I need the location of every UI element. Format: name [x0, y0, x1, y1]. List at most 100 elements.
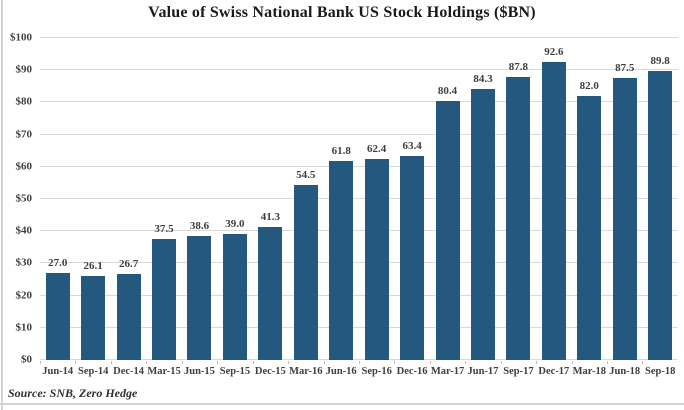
x-tick-mark [217, 361, 219, 364]
value-label: 27.0 [48, 257, 68, 270]
bar-slot: 82.0 [572, 38, 607, 360]
gridline [40, 165, 678, 167]
gridline [40, 294, 678, 296]
bar [470, 88, 495, 360]
x-tick-mark [500, 361, 502, 364]
bar [400, 155, 425, 360]
value-label: 26.1 [83, 259, 103, 272]
x-tick-mark [110, 361, 112, 364]
bar-slot: 27.0 [40, 38, 75, 360]
gridline [40, 133, 678, 135]
bar [506, 77, 531, 360]
value-label: 54.5 [296, 168, 316, 181]
x-tick-label: Mar-15 [146, 361, 181, 383]
bar-slot: 41.3 [253, 38, 288, 360]
bar-slot: 87.8 [501, 38, 536, 360]
bar-slot: 92.6 [536, 38, 571, 360]
bar [152, 239, 177, 360]
x-tick-mark [607, 361, 608, 364]
x-tick-mark [75, 361, 77, 364]
bar-slot: 37.5 [146, 38, 181, 360]
bar [293, 184, 318, 360]
y-tick-label: $40 [15, 224, 33, 237]
x-tick-mark [40, 361, 41, 364]
y-tick-label: $20 [15, 289, 33, 302]
gridline [40, 230, 678, 232]
source-note: Source: SNB, Zero Hedge [8, 386, 138, 400]
x-tick-mark [146, 361, 148, 364]
x-tick-label: Sep-14 [75, 361, 110, 383]
bar [364, 159, 389, 360]
bar [648, 70, 673, 360]
value-label: 92.6 [544, 45, 564, 58]
bar [222, 234, 247, 360]
x-tick-mark [394, 361, 396, 364]
x-tick-label: Sep-16 [358, 361, 394, 383]
bar-slot: 63.4 [394, 38, 429, 360]
value-label: 87.8 [508, 61, 529, 74]
x-tick-label: Dec-15 [252, 361, 288, 383]
value-label: 89.8 [650, 54, 670, 67]
y-tick-label: $80 [15, 95, 33, 108]
value-label: 38.6 [189, 219, 210, 232]
x-tick-label: Jun-14 [40, 361, 75, 383]
y-tick-label: $0 [21, 353, 32, 366]
value-label: 41.3 [260, 211, 280, 224]
x-axis-labels: Jun-14 Sep-14 Dec-14 Mar-15 Jun-15 Sep-15 Dec-… [40, 361, 678, 383]
x-tick-mark [288, 361, 290, 364]
value-label: 87.5 [615, 62, 635, 75]
x-tick-label: Jun-17 [465, 361, 500, 383]
x-tick-label: Mar-17 [429, 361, 465, 383]
bar [435, 101, 460, 360]
bar-slot: 87.5 [607, 38, 642, 360]
x-tick-mark [323, 361, 325, 364]
x-tick-label: Jun-15 [181, 361, 217, 383]
x-tick-label: Dec-17 [536, 361, 571, 383]
x-tick-mark [252, 361, 254, 364]
gridline [40, 326, 678, 328]
bar-slot: 39.0 [217, 38, 252, 360]
x-tick-label: Sep-15 [217, 361, 252, 383]
bar [258, 227, 283, 360]
bar-slot: 89.8 [642, 38, 677, 360]
value-label: 84.3 [473, 72, 493, 85]
gridline [40, 359, 678, 360]
bar [45, 273, 70, 360]
bar [329, 161, 354, 360]
y-tick-label: $100 [10, 31, 32, 44]
x-tick-mark [642, 361, 644, 364]
y-tick-label: $60 [15, 160, 33, 173]
bar [116, 274, 141, 360]
x-tick-mark [536, 361, 538, 364]
bar [577, 95, 602, 360]
value-label: 63.4 [402, 139, 422, 152]
bar-slot: 80.4 [430, 38, 465, 360]
bar-slot: 62.4 [359, 38, 394, 360]
bar [612, 78, 637, 360]
bar [541, 61, 566, 360]
value-label: 82.0 [579, 79, 599, 92]
plot-area: 27.0 26.1 26.7 37.5 38.6 39.0 41.3 54.5 61.8 62.4… [40, 37, 678, 360]
value-label: 61.8 [331, 145, 351, 158]
bar-slot: 84.3 [465, 38, 500, 360]
x-tick-label: Sep-18 [642, 361, 677, 383]
x-tick-mark [571, 361, 573, 364]
y-tick-label: $30 [15, 256, 33, 269]
bottom-border-line [0, 403, 684, 405]
x-tick-mark [181, 361, 183, 364]
gridline [40, 198, 678, 199]
value-label: 80.4 [437, 85, 458, 98]
gridline [40, 69, 678, 71]
bar [187, 235, 212, 360]
y-axis-labels: $0 $10 $20 $30 $40 $50 $60 $70 $80 $90 $100 [0, 32, 35, 365]
bars-area: 27.0 26.1 26.7 37.5 38.6 39.0 41.3 54.5 61.8 62.4… [40, 38, 678, 360]
value-label: 26.7 [118, 258, 139, 271]
chart-title: Value of Swiss National Bank US Stock Ho… [148, 4, 536, 21]
bar-slot: 38.6 [182, 38, 217, 360]
y-tick-label: $50 [15, 192, 33, 205]
x-tick-label: Jun-16 [323, 361, 359, 383]
bar-slot: 26.7 [111, 38, 146, 360]
bar-slot: 61.8 [324, 38, 359, 360]
y-tick-label: $10 [15, 321, 33, 334]
x-tick-label: Mar-16 [288, 361, 323, 383]
